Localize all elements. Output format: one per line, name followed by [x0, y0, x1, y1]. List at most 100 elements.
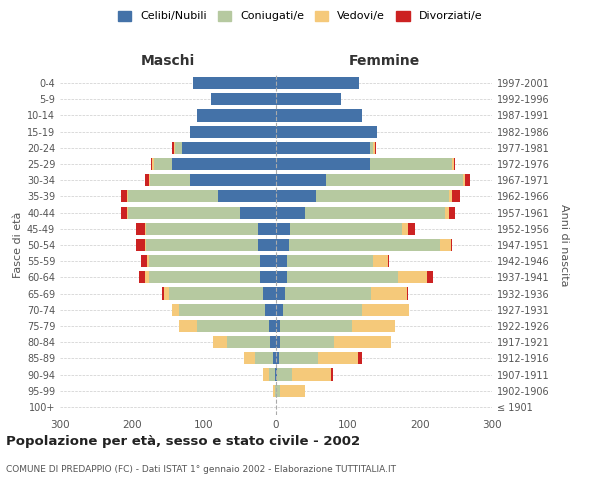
Bar: [151, 158, 152, 170]
Bar: [287, 255, 373, 268]
Bar: [193, 77, 276, 89]
Bar: [212, 336, 227, 348]
Text: Maschi: Maschi: [141, 54, 195, 68]
Bar: [276, 352, 279, 364]
Bar: [244, 352, 255, 364]
Bar: [260, 255, 276, 268]
Bar: [463, 174, 464, 186]
Bar: [263, 368, 269, 380]
Bar: [276, 93, 341, 106]
Bar: [276, 320, 280, 332]
Bar: [362, 304, 409, 316]
Bar: [162, 288, 164, 300]
Bar: [263, 288, 276, 300]
Bar: [280, 336, 334, 348]
Bar: [370, 158, 452, 170]
Bar: [454, 158, 455, 170]
Bar: [440, 239, 451, 251]
Bar: [290, 222, 402, 235]
Bar: [277, 368, 292, 380]
Bar: [276, 222, 290, 235]
Bar: [145, 174, 149, 186]
Bar: [182, 142, 276, 154]
Bar: [374, 142, 376, 154]
Text: Femmine: Femmine: [349, 54, 419, 68]
Bar: [371, 288, 407, 300]
Bar: [149, 255, 260, 268]
Bar: [211, 93, 276, 106]
Bar: [227, 336, 270, 348]
Bar: [464, 174, 470, 186]
Bar: [352, 320, 395, 332]
Bar: [154, 158, 172, 170]
Bar: [276, 336, 280, 348]
Bar: [142, 255, 147, 268]
Bar: [190, 174, 276, 186]
Bar: [147, 255, 149, 268]
Bar: [145, 222, 146, 235]
Bar: [276, 368, 277, 380]
Bar: [169, 288, 263, 300]
Bar: [179, 320, 197, 332]
Bar: [121, 190, 127, 202]
Bar: [276, 288, 284, 300]
Bar: [164, 288, 169, 300]
Bar: [273, 352, 276, 364]
Bar: [175, 142, 182, 154]
Bar: [127, 190, 128, 202]
Bar: [316, 190, 449, 202]
Bar: [407, 288, 409, 300]
Text: Popolazione per età, sesso e stato civile - 2002: Popolazione per età, sesso e stato civil…: [6, 435, 360, 448]
Bar: [145, 239, 146, 251]
Bar: [139, 272, 145, 283]
Bar: [280, 384, 305, 397]
Bar: [276, 190, 316, 202]
Bar: [331, 368, 333, 380]
Legend: Celibi/Nubili, Coniugati/e, Vedovi/e, Divorziati/e: Celibi/Nubili, Coniugati/e, Vedovi/e, Di…: [118, 10, 482, 22]
Bar: [305, 206, 445, 218]
Bar: [334, 336, 391, 348]
Bar: [149, 174, 150, 186]
Bar: [373, 142, 374, 154]
Bar: [287, 272, 398, 283]
Bar: [218, 190, 276, 202]
Bar: [276, 384, 280, 397]
Bar: [127, 206, 128, 218]
Bar: [275, 368, 276, 380]
Bar: [128, 190, 218, 202]
Bar: [279, 352, 319, 364]
Bar: [292, 368, 331, 380]
Bar: [174, 142, 175, 154]
Bar: [269, 320, 276, 332]
Bar: [146, 222, 258, 235]
Bar: [276, 126, 377, 138]
Bar: [373, 255, 388, 268]
Bar: [289, 239, 440, 251]
Bar: [190, 126, 276, 138]
Bar: [276, 174, 326, 186]
Bar: [197, 320, 269, 332]
Bar: [276, 304, 283, 316]
Bar: [276, 239, 289, 251]
Bar: [427, 272, 433, 283]
Bar: [269, 368, 275, 380]
Bar: [408, 222, 415, 235]
Bar: [449, 206, 455, 218]
Bar: [319, 352, 358, 364]
Bar: [128, 206, 240, 218]
Bar: [258, 239, 276, 251]
Bar: [276, 158, 370, 170]
Bar: [172, 142, 174, 154]
Text: COMUNE DI PREDAPPIO (FC) - Dati ISTAT 1° gennaio 2002 - Elaborazione TUTTITALIA.: COMUNE DI PREDAPPIO (FC) - Dati ISTAT 1°…: [6, 465, 396, 474]
Y-axis label: Fasce di età: Fasce di età: [13, 212, 23, 278]
Bar: [255, 352, 273, 364]
Bar: [449, 190, 452, 202]
Bar: [265, 304, 276, 316]
Bar: [370, 142, 373, 154]
Bar: [276, 272, 287, 283]
Bar: [179, 304, 265, 316]
Bar: [284, 288, 371, 300]
Bar: [121, 206, 127, 218]
Bar: [150, 174, 190, 186]
Bar: [452, 190, 460, 202]
